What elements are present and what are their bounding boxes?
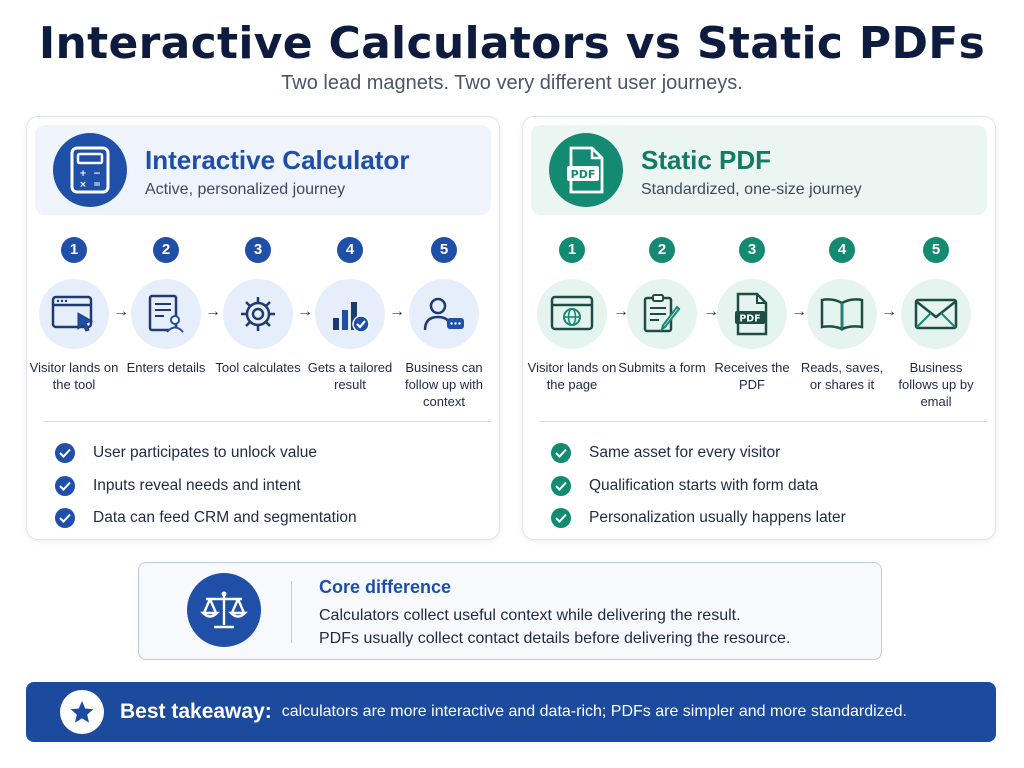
step-number: 2 (153, 237, 179, 263)
pdf-step-2: 2 Submits a form (615, 237, 709, 376)
star-icon (60, 690, 104, 734)
pdf-badge-text: PDF (571, 168, 596, 181)
benefit-text: Personalization usually happens later (589, 509, 846, 527)
page-title: Interactive Calculators vs Static PDFs (38, 18, 986, 69)
chart-check-icon (315, 279, 385, 349)
form-user-icon (131, 279, 201, 349)
pdf-benefits: Same asset for every visitor Qualificati… (551, 437, 846, 535)
pdf-step-4: 4 Reads, saves, or shares it (795, 237, 889, 393)
list-item: Data can feed CRM and segmentation (55, 502, 357, 535)
step-number: 1 (559, 237, 585, 263)
separator (291, 581, 292, 643)
browser-globe-icon (537, 279, 607, 349)
step-number: 2 (649, 237, 675, 263)
core-line-1: Calculators collect useful context while… (319, 607, 741, 624)
pdf-step-5: 5 Business follows up by email (889, 237, 983, 410)
takeaway-body: calculators are more interactive and dat… (281, 703, 907, 720)
step-number: 5 (923, 237, 949, 263)
list-item: Personalization usually happens later (551, 502, 846, 535)
list-item: Qualification starts with form data (551, 470, 846, 503)
form-pencil-icon (627, 279, 697, 349)
arrow-icon: → (791, 303, 807, 320)
step-number: 4 (829, 237, 855, 263)
calculator-step-3: 3 Tool calculates (211, 237, 305, 376)
divider (43, 421, 491, 422)
calculator-header: + − × = Interactive Calculator Active, p… (35, 125, 491, 215)
calculator-panel: + − × = Interactive Calculator Active, p… (26, 116, 500, 540)
calculator-step-5: 5 Business can follow up with context (397, 237, 491, 410)
browser-cursor-icon (39, 279, 109, 349)
takeaway-text: Best takeaway: calculators are more inte… (120, 682, 907, 742)
calculator-subtitle: Active, personalized journey (145, 181, 346, 198)
svg-text:=: = (93, 180, 101, 190)
arrow-icon: → (703, 303, 719, 320)
envelope-icon (901, 279, 971, 349)
benefit-text: Inputs reveal needs and intent (93, 476, 301, 494)
check-icon (551, 508, 571, 529)
core-line-2: PDFs usually collect contact details bef… (319, 630, 791, 647)
calculator-title: Interactive Calculator (145, 145, 410, 175)
arrow-icon: → (613, 303, 629, 320)
list-item: Same asset for every visitor (551, 437, 846, 470)
check-icon (551, 443, 571, 464)
pdf-title: Static PDF (641, 145, 772, 175)
arrow-icon: → (297, 303, 313, 320)
check-icon (551, 475, 571, 496)
step-label: Reads, saves, or shares it (800, 360, 884, 392)
svg-text:−: − (93, 169, 101, 179)
gear-icon (223, 279, 293, 349)
arrow-icon: → (205, 303, 221, 320)
core-difference-box: Core difference Calculators collect usef… (138, 562, 882, 660)
step-label: Enters details (126, 360, 206, 375)
pdf-document-icon: PDF (717, 279, 787, 349)
pdf-file-icon: PDF (549, 133, 623, 207)
core-title: Core difference (319, 577, 452, 597)
pdf-badge-text: PDF (739, 314, 760, 325)
step-number: 3 (245, 237, 271, 263)
svg-text:+: + (79, 169, 87, 179)
list-item: User participates to unlock value (55, 437, 357, 470)
takeaway-label: Best takeaway: (120, 700, 272, 723)
step-label: Visitor lands on the tool (29, 360, 119, 392)
calculator-benefits: User participates to unlock value Inputs… (55, 437, 357, 535)
pdf-subtitle: Standardized, one-size journey (641, 181, 862, 198)
pdf-panel: PDF Static PDF Standardized, one-size jo… (522, 116, 996, 540)
calculator-icon: + − × = (53, 133, 127, 207)
step-label: Business can follow up with context (404, 360, 484, 409)
step-label: Visitor lands on the page (527, 360, 617, 392)
scales-icon (187, 573, 261, 647)
step-number: 5 (431, 237, 457, 263)
step-label: Tool calculates (215, 360, 301, 375)
calculator-step-1: 1 Visitor lands on the tool (27, 237, 121, 393)
step-label: Receives the PDF (714, 360, 790, 392)
user-chat-icon (409, 279, 479, 349)
divider (539, 421, 987, 422)
step-number: 4 (337, 237, 363, 263)
page-subtitle: Two lead magnets. Two very different use… (281, 72, 743, 94)
benefit-text: Same asset for every visitor (589, 444, 781, 462)
check-icon (55, 475, 75, 496)
takeaway-banner: Best takeaway: calculators are more inte… (26, 682, 996, 742)
arrow-icon: → (881, 303, 897, 320)
calculator-step-2: 2 Enters details (119, 237, 213, 376)
arrow-icon: → (389, 303, 405, 320)
pdf-step-1: 1 Visitor lands on the page (525, 237, 619, 393)
calculator-step-4: 4 Gets a tailored result (303, 237, 397, 393)
check-icon (55, 508, 75, 529)
step-number: 1 (61, 237, 87, 263)
arrow-icon: → (113, 303, 129, 320)
check-icon (55, 443, 75, 464)
step-number: 3 (739, 237, 765, 263)
pdf-step-3: 3 PDF Receives the PDF (705, 237, 799, 393)
open-book-icon (807, 279, 877, 349)
step-label: Submits a form (618, 360, 706, 375)
svg-text:×: × (79, 180, 87, 190)
benefit-text: Qualification starts with form data (589, 476, 819, 494)
list-item: Inputs reveal needs and intent (55, 470, 357, 503)
step-label: Business follows up by email (898, 360, 974, 409)
pdf-header: PDF Static PDF Standardized, one-size jo… (531, 125, 987, 215)
step-label: Gets a tailored result (307, 360, 393, 392)
benefit-text: Data can feed CRM and segmentation (93, 509, 357, 527)
benefit-text: User participates to unlock value (93, 444, 318, 462)
